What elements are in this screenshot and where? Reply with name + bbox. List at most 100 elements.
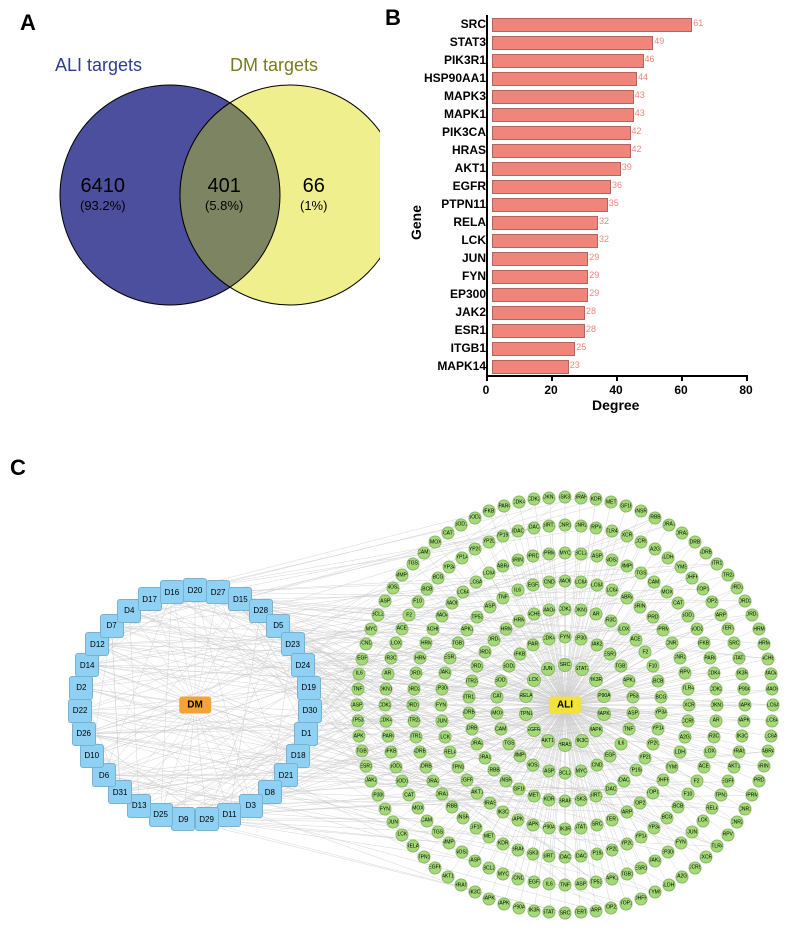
- bar-track: 32: [492, 215, 752, 229]
- ali-node: HDAC1: [512, 525, 525, 538]
- bar-value: 46: [645, 54, 655, 64]
- ali-node: ERBB2: [446, 800, 459, 813]
- ali-node: CASP3: [483, 600, 496, 613]
- bar-row: SRC61: [400, 15, 780, 33]
- ali-node: RELA: [706, 802, 719, 815]
- ali-node: CNR2: [673, 651, 686, 664]
- ali-node: CYP19A1: [629, 764, 642, 777]
- venn-diagram: ALI targets DM targets 6410 (93.2%) 401 …: [20, 55, 380, 355]
- ali-node: MAOB: [559, 575, 572, 588]
- ali-node: ICAM1: [417, 546, 430, 559]
- ali-node: HDAC1: [574, 850, 587, 863]
- ali-node: PIK3R1: [736, 667, 749, 680]
- ali-node: MMP9: [513, 749, 526, 762]
- ali-node: CDKN1A: [574, 604, 587, 617]
- ali-node: CHRM2: [757, 637, 770, 650]
- ali-node: MAPK3: [526, 818, 539, 831]
- gene-label: JAK2: [400, 305, 492, 319]
- bar-track: 36: [492, 179, 752, 193]
- bar-value: 43: [635, 90, 645, 100]
- ali-node: SOD1: [681, 609, 694, 622]
- ali-node: OPRD1: [646, 611, 659, 624]
- venn-overlap-value: 401 (5.8%): [205, 175, 243, 213]
- y-axis-title: Gene: [408, 205, 424, 240]
- ali-node: MAPK1: [483, 892, 496, 905]
- x-tick: [681, 375, 683, 381]
- ali-node: MAPK3: [597, 707, 611, 721]
- ali-node: ICAM1: [421, 814, 434, 827]
- ali-node: MAPK1: [738, 714, 751, 727]
- ali-node: TOP1: [696, 583, 709, 596]
- venn-overlap-count: 401: [205, 175, 243, 198]
- ali-node: CYP2C9: [469, 543, 482, 556]
- ali-node: GABRA1: [497, 560, 510, 573]
- ali-node: ICAM1: [648, 576, 661, 589]
- ali-node: ESR1: [360, 760, 373, 773]
- bar-rect: [492, 324, 585, 338]
- ali-node: BRAF: [559, 795, 572, 808]
- ali-node: SRC: [559, 907, 572, 920]
- ali-node: EP300: [371, 789, 384, 802]
- ali-node: IL6: [614, 737, 627, 750]
- ali-node: SRC: [558, 658, 572, 672]
- gene-label: FYN: [400, 269, 492, 283]
- ali-node: TYMS: [674, 561, 687, 574]
- bar-track: 29: [492, 251, 752, 265]
- bar-track: 25: [492, 341, 752, 355]
- ali-node: ADRB2: [700, 546, 713, 559]
- ali-node: TERT: [574, 906, 587, 919]
- ali-node: NFKB1: [697, 637, 710, 650]
- bar-rect: [492, 126, 631, 140]
- ali-node: CYP2D6: [605, 843, 618, 856]
- ali-node: AR: [381, 667, 394, 680]
- ali-node: MMP9: [620, 560, 633, 573]
- ali-node: PTGS2: [406, 557, 419, 570]
- venn-right-pct: (1%): [300, 198, 327, 213]
- bar-rect: [492, 162, 621, 176]
- ali-node: EGFR: [460, 774, 473, 787]
- ali-node: PTPN11: [451, 761, 464, 774]
- venn-right-title: DM targets: [230, 55, 318, 76]
- ali-node: CYP19A1: [590, 847, 603, 860]
- ali-node: CASP3: [626, 707, 639, 720]
- ali-node: ITGB1: [614, 660, 627, 673]
- ali-node: F10: [681, 788, 694, 801]
- ali-node: CDKN1A: [379, 683, 392, 696]
- dm-node: D25: [149, 803, 173, 827]
- ali-node: CYP19A1: [497, 529, 510, 542]
- bar-row: LCK32: [400, 231, 780, 249]
- ali-node: OPRD1: [752, 774, 765, 787]
- ali-node: AR: [590, 608, 603, 621]
- bar-track: 29: [492, 287, 752, 301]
- ali-node: EGFR: [722, 775, 735, 788]
- bar-rect: [492, 144, 631, 158]
- ali-node: EGFR: [429, 861, 442, 874]
- dm-node: D3: [239, 794, 263, 818]
- gene-label: JUN: [400, 251, 492, 265]
- ali-node: FYN: [674, 836, 687, 849]
- dm-node: D26: [72, 722, 96, 746]
- ali-node: TLR4: [605, 525, 618, 538]
- ali-node: RELA: [444, 746, 457, 759]
- bar-row: JAK228: [400, 303, 780, 321]
- ali-node: ABCB1: [421, 583, 434, 596]
- bar-row: PIK3R146: [400, 51, 780, 69]
- ali-node: SIRT1: [543, 519, 556, 532]
- bar-row: JUN29: [400, 249, 780, 267]
- ali-node: ITGB1: [620, 868, 633, 881]
- bar-value: 29: [589, 270, 599, 280]
- ali-node: TRPV1: [590, 521, 603, 534]
- ali-node: INSR: [634, 505, 647, 518]
- ali-node: SLC6A3: [766, 714, 779, 727]
- ali-node: DRD1: [471, 660, 484, 673]
- ali-node: JUN: [686, 826, 699, 839]
- dm-node: D29: [195, 807, 219, 831]
- ali-node: DRD2: [478, 646, 491, 659]
- ali-node: CYP1A2: [455, 551, 468, 564]
- ali-node: PPARG: [703, 652, 716, 665]
- ali-node: STAT3: [543, 906, 556, 919]
- ali-node: NFKB1: [385, 745, 398, 758]
- ali-node: HTR2A: [407, 714, 420, 727]
- ali-node: ADRB1: [465, 722, 478, 735]
- ali-node: STAT3: [575, 662, 589, 676]
